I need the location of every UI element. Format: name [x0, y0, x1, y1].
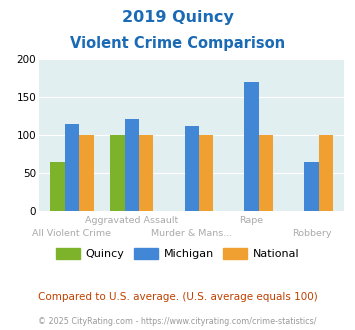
Bar: [79, 135, 93, 211]
Text: © 2025 CityRating.com - https://www.cityrating.com/crime-statistics/: © 2025 CityRating.com - https://www.city…: [38, 317, 317, 326]
Bar: [185, 126, 199, 211]
Text: Compared to U.S. average. (U.S. average equals 100): Compared to U.S. average. (U.S. average …: [38, 292, 317, 302]
Text: Aggravated Assault: Aggravated Assault: [85, 216, 179, 225]
Bar: [244, 82, 259, 211]
Text: Violent Crime Comparison: Violent Crime Comparison: [70, 36, 285, 51]
Text: All Violent Crime: All Violent Crime: [32, 229, 111, 238]
Bar: [139, 135, 153, 211]
Bar: [110, 135, 125, 211]
Bar: [199, 135, 213, 211]
Text: Robbery: Robbery: [292, 229, 331, 238]
Bar: [125, 118, 139, 211]
Bar: [65, 124, 79, 211]
Legend: Quincy, Michigan, National: Quincy, Michigan, National: [51, 244, 304, 263]
Bar: [304, 162, 318, 211]
Bar: [50, 162, 65, 211]
Text: Rape: Rape: [240, 216, 264, 225]
Text: Murder & Mans...: Murder & Mans...: [151, 229, 232, 238]
Text: 2019 Quincy: 2019 Quincy: [121, 10, 234, 25]
Bar: [318, 135, 333, 211]
Bar: [259, 135, 273, 211]
